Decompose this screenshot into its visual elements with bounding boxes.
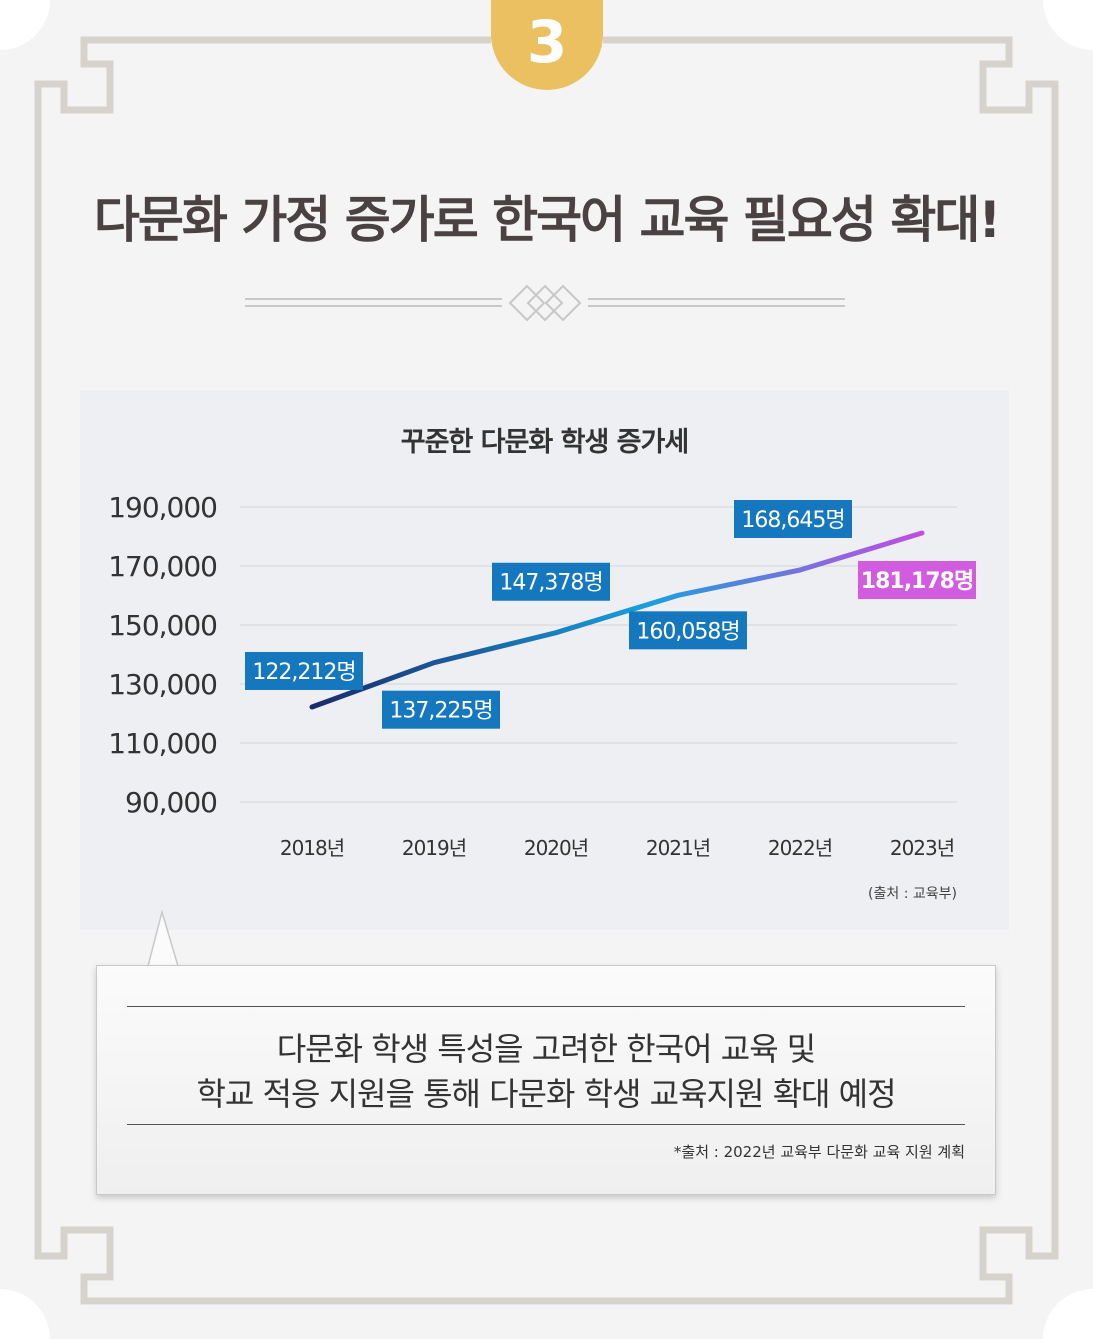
data-label-text: 181,178명	[861, 569, 973, 594]
series-line	[309, 530, 925, 710]
callout-top-rule	[127, 1006, 965, 1007]
data-label-text: 137,225명	[389, 699, 492, 724]
callout-line-1: 다문화 학생 특성을 고려한 한국어 교육 및	[276, 1030, 817, 1068]
x-tick-label: 2021년	[646, 836, 710, 860]
data-label: 160,058명	[629, 611, 747, 650]
data-label-box	[629, 611, 747, 650]
callout-pointer	[147, 910, 179, 970]
chart-title: 꾸준한 다문화 학생 증가세	[400, 427, 689, 458]
callout-bottom-rule	[127, 1124, 965, 1125]
data-label-box	[734, 499, 852, 538]
data-label-box	[382, 690, 500, 729]
line-chart: 190,000 170,000 150,000 130,000 110,000 90,00…	[108, 491, 976, 860]
data-label: 181,178명	[858, 561, 976, 600]
data-label-text: 168,645명	[741, 508, 844, 533]
step-number-badge: 3	[491, 0, 603, 90]
data-label-text: 147,378명	[499, 571, 602, 596]
y-tick-label: 150,000	[108, 609, 217, 642]
data-label: 168,645명	[734, 499, 852, 538]
data-label: 122,212명	[245, 651, 363, 690]
x-tick-label: 2018년	[280, 836, 344, 860]
data-label-text: 160,058명	[636, 619, 739, 644]
chart-source: (출처 : 교육부)	[868, 886, 957, 902]
callout-line-2: 학교 적응 지원을 통해 다문화 학생 교육지원 확대 예정	[196, 1075, 896, 1113]
x-tick-label: 2022년	[768, 836, 832, 860]
data-label-box	[858, 561, 976, 600]
page-title: 다문화 가정 증가로 한국어 교육 필요성 확대!	[93, 191, 1001, 249]
x-tick-label: 2020년	[524, 836, 588, 860]
chart-panel: 꾸준한 다문화 학생 증가세 190,000 170,000 150,000 130,…	[80, 390, 1009, 930]
data-label-box	[245, 651, 363, 690]
y-tick-label: 90,000	[125, 786, 217, 819]
y-tick-label: 130,000	[108, 668, 217, 701]
y-tick-label: 190,000	[108, 491, 217, 524]
x-tick-label: 2023년	[890, 836, 954, 860]
data-label-text: 122,212명	[252, 660, 355, 685]
y-tick-label: 170,000	[108, 550, 217, 583]
ornament-divider	[245, 284, 845, 322]
callout-source: *출처 : 2022년 교육부 다문화 교육 지원 계획	[673, 1143, 965, 1161]
data-label: 137,225명	[382, 690, 500, 729]
summary-callout: 다문화 학생 특성을 고려한 한국어 교육 및 학교 적응 지원을 통해 다문화…	[96, 965, 996, 1195]
data-label-box	[492, 562, 610, 601]
x-tick-label: 2019년	[402, 836, 466, 860]
data-label: 147,378명	[492, 562, 610, 601]
y-tick-label: 110,000	[108, 727, 217, 760]
